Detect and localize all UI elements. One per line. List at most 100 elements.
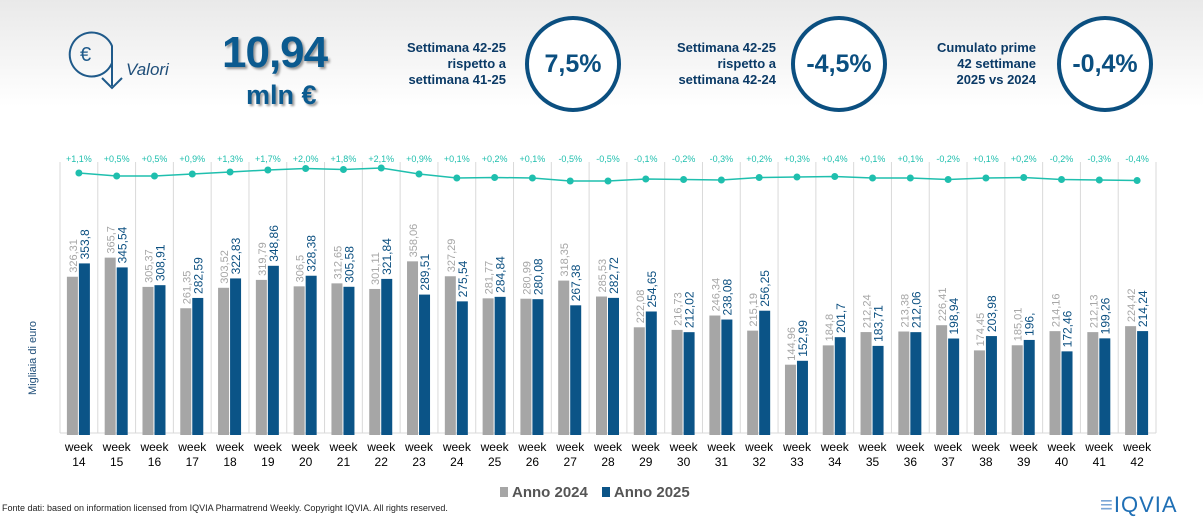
x-tick-label: 36: [904, 455, 918, 469]
x-tick-label: week: [64, 440, 94, 454]
change-point: [1020, 174, 1028, 181]
change-point: [453, 174, 461, 182]
legend-item-2025: Anno 2025: [601, 484, 690, 501]
bar-2025: [683, 332, 695, 435]
change-point: [944, 176, 952, 183]
kpi-3-value: -0,4%: [1057, 16, 1153, 112]
legend-swatch-2024: [500, 487, 508, 497]
change-label: +0,1%: [860, 154, 886, 164]
data-label-2024: 280,99: [521, 261, 533, 295]
change-label: +0,1%: [973, 154, 999, 164]
kpi-2-value: -4,5%: [791, 16, 887, 112]
bar-2025: [608, 297, 619, 435]
data-label-2024: 365,7: [106, 226, 118, 254]
bar-2025: [494, 296, 506, 435]
bar-2024: [520, 298, 532, 435]
change-point: [226, 168, 234, 176]
data-label-2025: 289,51: [418, 254, 432, 291]
data-label-2024: 215,19: [748, 293, 760, 327]
bar-chart: 326,31353,8+1,1%week14365,7345,54+0,5%we…: [59, 154, 1157, 469]
data-label-2025: 254,65: [645, 270, 659, 307]
data-label-2024: 214,16: [1051, 293, 1063, 327]
data-label-2024: 212,24: [862, 294, 874, 328]
data-label-2025: 282,72: [607, 257, 621, 294]
bar-2025: [834, 337, 846, 435]
bar-2024: [1087, 332, 1099, 435]
data-label-2024: 216,73: [673, 292, 685, 326]
x-tick-label: 30: [677, 455, 691, 469]
change-label: +1,3%: [217, 154, 243, 164]
kpi-label-line: 42 settimane: [957, 56, 1036, 71]
bar-2024: [407, 261, 419, 435]
change-point: [755, 174, 763, 181]
bar-2025: [759, 310, 771, 435]
x-tick-label: week: [404, 440, 434, 454]
bar-2025: [1061, 351, 1073, 435]
bar-2025: [985, 336, 997, 435]
data-label-2025: 199,26: [1098, 297, 1112, 334]
bar-2025: [1137, 331, 1149, 435]
change-label: +2,1%: [368, 154, 394, 164]
change-point: [188, 170, 196, 178]
data-label-2024: 222,08: [635, 290, 647, 324]
data-label-2024: 224,42: [1126, 289, 1138, 323]
x-tick-label: 27: [564, 455, 578, 469]
change-point: [566, 177, 574, 185]
change-point: [113, 172, 121, 180]
x-tick-label: 15: [110, 455, 124, 469]
bar-2024: [709, 315, 721, 435]
x-tick-label: week: [328, 440, 358, 454]
bar-2024: [331, 283, 343, 435]
data-label-2025: 284,84: [494, 256, 508, 293]
kpi-1-label: Settimana 42-25 rispetto a settimana 41-…: [380, 40, 506, 88]
legend-item-2024: Anno 2024: [500, 484, 588, 501]
x-tick-label: week: [933, 440, 963, 454]
kpi-label-line: Cumulato prime: [937, 40, 1036, 55]
x-tick-label: 14: [72, 455, 86, 469]
change-label: -0,5%: [558, 154, 582, 164]
bar-2025: [532, 299, 544, 435]
euro-down-arrow-icon: €: [68, 31, 123, 90]
bar-2024: [369, 288, 381, 435]
x-tick-label: 28: [601, 455, 615, 469]
change-label: +0,2%: [746, 154, 772, 164]
data-label-2025: 348,86: [267, 225, 281, 262]
change-label: -0,5%: [596, 154, 620, 164]
change-label: +0,9%: [179, 154, 205, 164]
legend-swatch-2025: [601, 487, 610, 497]
change-point: [906, 174, 914, 182]
bar-2025: [154, 285, 166, 435]
x-tick-label: week: [1084, 440, 1114, 454]
bar-2025: [230, 278, 242, 435]
x-tick-label: 40: [1055, 455, 1069, 469]
x-tick-label: 25: [488, 455, 502, 469]
change-label: +1,1%: [66, 154, 92, 164]
x-tick-label: 39: [1017, 455, 1031, 469]
x-tick-label: week: [669, 440, 699, 454]
data-label-2025: 328,38: [305, 235, 319, 272]
bar-2024: [444, 276, 456, 435]
change-label: -0,2%: [1050, 154, 1074, 164]
bar-2024: [784, 364, 796, 435]
x-tick-label: week: [820, 440, 850, 454]
x-tick-label: week: [139, 440, 169, 454]
data-label-2025: 183,71: [872, 305, 886, 342]
change-point: [982, 174, 990, 182]
change-label: +0,5%: [104, 154, 130, 164]
kpi-label-line: Settimana 42-25: [407, 40, 506, 55]
x-tick-label: week: [517, 440, 547, 454]
x-tick-label: week: [858, 440, 888, 454]
x-tick-label: 19: [261, 455, 275, 469]
bar-2024: [822, 345, 834, 435]
change-point: [869, 174, 877, 182]
data-label-2025: 275,54: [456, 260, 470, 297]
x-tick-label: week: [1122, 440, 1152, 454]
change-point: [1095, 176, 1103, 184]
data-label-2024: 226,41: [937, 288, 949, 322]
change-label: +1,7%: [255, 154, 281, 164]
x-tick-label: 42: [1130, 455, 1144, 469]
data-label-2025: 282,59: [191, 257, 205, 294]
bar-2024: [633, 327, 645, 435]
x-tick-label: 17: [186, 455, 200, 469]
data-label-2024: 358,06: [408, 224, 420, 258]
